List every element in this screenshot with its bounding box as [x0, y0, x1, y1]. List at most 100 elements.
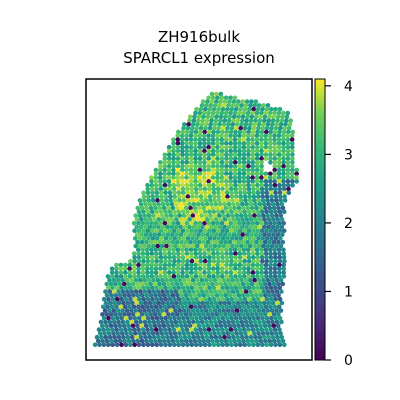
expression-spot — [208, 126, 213, 131]
expression-spot — [193, 111, 198, 116]
expression-spot — [280, 301, 285, 306]
spot-scatter — [93, 92, 299, 347]
expression-spot — [208, 122, 213, 127]
expression-spot — [252, 126, 257, 131]
expression-spot — [186, 126, 191, 131]
expression-spot — [253, 118, 258, 123]
expression-spot — [260, 343, 265, 348]
expression-spot — [110, 343, 115, 348]
expression-spot — [244, 122, 249, 127]
expression-spot — [288, 118, 293, 123]
expression-spot — [265, 126, 270, 131]
expression-spot — [239, 122, 244, 127]
expression-spot — [187, 118, 192, 123]
expression-spot — [287, 126, 292, 131]
expression-spot — [176, 343, 181, 348]
expression-spot — [222, 122, 227, 127]
expression-spot — [211, 111, 216, 116]
expression-spot — [238, 126, 243, 131]
expression-spot — [216, 343, 221, 348]
expression-spot — [205, 118, 210, 123]
expression-spot — [119, 343, 124, 348]
expression-spot — [150, 343, 155, 348]
expression-spot — [260, 126, 265, 131]
expression-spot — [243, 126, 248, 131]
expression-spot — [272, 111, 277, 116]
expression-spot — [93, 343, 98, 348]
expression-spot — [202, 111, 207, 116]
expression-spot — [203, 126, 208, 131]
expression-spot — [246, 111, 251, 116]
expression-spot — [270, 122, 275, 127]
expression-spot — [268, 160, 273, 165]
expression-spot — [294, 179, 299, 184]
expression-spot — [212, 126, 217, 131]
expression-spot — [200, 118, 205, 123]
expression-spot — [248, 122, 253, 127]
expression-spot — [283, 198, 288, 203]
expression-spot — [242, 111, 247, 116]
expression-spot — [250, 111, 255, 116]
expression-spot — [280, 118, 285, 123]
expression-spot — [262, 118, 267, 123]
expression-spot — [212, 343, 217, 348]
expression-spot — [198, 343, 203, 348]
expression-spot — [234, 126, 239, 131]
colorbar-tick-label: 1 — [344, 284, 353, 300]
expression-spot — [225, 343, 230, 348]
chart-title: ZH916bulk — [158, 28, 240, 46]
expression-spot — [186, 122, 191, 127]
expression-spot — [273, 343, 278, 348]
expression-spot — [191, 122, 196, 127]
expression-spot — [279, 122, 284, 127]
expression-spot — [268, 111, 273, 116]
expression-spot — [274, 122, 279, 127]
expression-spot — [275, 118, 280, 123]
colorbar-tick-label: 0 — [344, 353, 353, 369]
expression-spot — [247, 126, 252, 131]
expression-spot — [194, 126, 199, 131]
expression-spot — [106, 343, 111, 348]
expression-spot — [220, 343, 225, 348]
expression-spot — [281, 111, 286, 116]
expression-spot — [182, 122, 187, 127]
expression-spot — [203, 343, 208, 348]
expression-spot — [288, 122, 293, 127]
expression-spot — [247, 343, 252, 348]
colorbar — [315, 79, 325, 360]
expression-spot — [154, 343, 159, 348]
expression-spot — [199, 126, 204, 131]
expression-spot — [132, 343, 137, 348]
expression-spot — [206, 111, 211, 116]
expression-spot — [269, 343, 274, 348]
expression-spot — [290, 183, 295, 188]
expression-spot — [278, 343, 283, 348]
expression-spot — [230, 126, 235, 131]
expression-spot — [264, 343, 269, 348]
expression-spot — [196, 118, 201, 123]
expression-spot — [216, 126, 221, 131]
expression-spot — [236, 118, 241, 123]
expression-spot — [213, 122, 218, 127]
expression-spot — [207, 343, 212, 348]
expression-spot — [251, 343, 256, 348]
expression-spot — [185, 343, 190, 348]
expression-spot — [231, 118, 236, 123]
expression-spot — [133, 236, 138, 241]
expression-spot — [233, 111, 238, 116]
expression-spot — [204, 122, 209, 127]
colorbar-tick-label: 4 — [344, 79, 353, 95]
expression-spot — [283, 122, 288, 127]
expression-spot — [228, 111, 233, 116]
expression-spot — [194, 343, 199, 348]
expression-spot — [261, 122, 266, 127]
expression-spot — [282, 274, 287, 279]
expression-spot — [286, 111, 291, 116]
expression-spot — [137, 343, 142, 348]
expression-spot — [209, 118, 214, 123]
expression-spot — [264, 156, 269, 161]
expression-spot — [215, 111, 220, 116]
expression-spot — [279, 308, 284, 313]
expression-spot — [252, 122, 257, 127]
